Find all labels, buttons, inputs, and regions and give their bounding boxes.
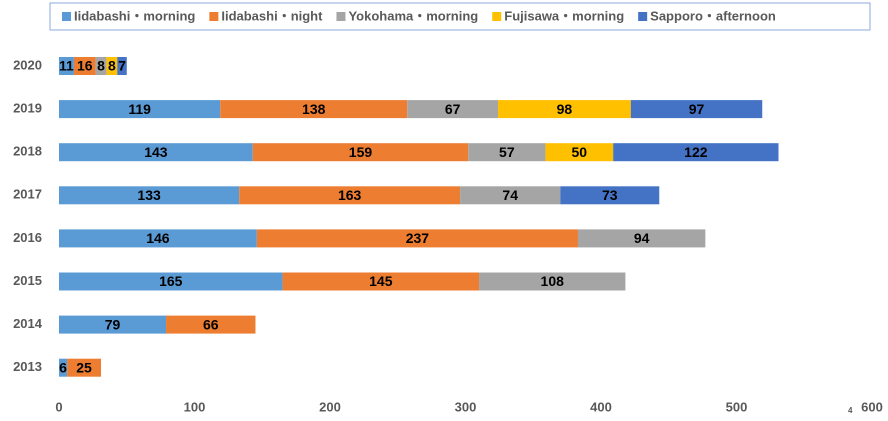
bar-segment [59, 100, 221, 119]
data-label: 97 [689, 101, 705, 117]
bar-segment [256, 229, 578, 248]
bar-segment [73, 57, 96, 75]
data-label: 122 [684, 144, 708, 160]
legend-label: Iidabashi・morning [74, 8, 195, 23]
bar-segment [106, 57, 118, 75]
bar-segment [59, 186, 240, 205]
data-label: 6 [59, 359, 67, 375]
y-tick-label: 2020 [13, 57, 42, 72]
bar-segment [282, 272, 480, 291]
data-label: 67 [445, 101, 461, 117]
x-tick-label: 400 [590, 399, 612, 414]
bar-segment [59, 229, 257, 248]
legend-label: Iidabashi・night [221, 8, 323, 23]
bar-segment [577, 229, 706, 248]
bar-segment [59, 57, 74, 75]
bar-segment [95, 57, 107, 75]
legend-swatch [209, 12, 219, 21]
data-label: 159 [349, 144, 373, 160]
data-label: 145 [369, 273, 393, 289]
bar-segment [59, 272, 283, 291]
data-label: 163 [338, 187, 362, 203]
data-label: 8 [108, 58, 116, 74]
data-label: 73 [602, 187, 618, 203]
data-label: 138 [302, 101, 326, 117]
x-tick-label: 0 [55, 399, 62, 414]
y-tick-label: 2017 [13, 187, 42, 202]
data-label: 143 [144, 144, 168, 160]
legend-box [49, 2, 871, 31]
x-tick-label: 300 [455, 399, 477, 414]
bar-segment [630, 100, 763, 119]
data-label: 8 [97, 58, 105, 74]
y-tick-label: 2013 [13, 359, 42, 374]
data-label: 74 [502, 187, 518, 203]
bar-segment [407, 100, 499, 119]
bar-segment [498, 100, 631, 119]
bar-segment [220, 100, 408, 119]
legend-label: Fujisawa・morning [504, 8, 624, 23]
legend-swatch [638, 12, 648, 21]
y-tick-label: 2016 [13, 230, 42, 245]
x-tick-label: 600 [861, 399, 883, 414]
bar-segment [67, 358, 102, 377]
legend-swatch [492, 12, 502, 21]
legend-label: Yokohama・morning [348, 8, 478, 23]
data-label: 25 [76, 359, 92, 375]
x-tick-label: 100 [184, 399, 206, 414]
annotation: 4 [848, 406, 853, 415]
bar-segment [239, 186, 461, 205]
data-label: 133 [137, 187, 161, 203]
bar-segment [59, 358, 68, 377]
y-tick-label: 2014 [13, 316, 43, 331]
bar-segment [545, 143, 614, 162]
legend-swatch [336, 12, 346, 21]
data-label: 98 [557, 101, 573, 117]
data-label: 57 [499, 144, 515, 160]
y-tick-label: 2019 [13, 101, 42, 116]
data-label: 50 [572, 144, 588, 160]
x-tick-label: 200 [319, 399, 341, 414]
data-label: 79 [105, 316, 121, 332]
legend-swatch [62, 12, 71, 21]
data-label: 119 [128, 101, 151, 117]
y-tick-label: 2018 [13, 144, 42, 159]
legend-label: Sapporo・afternoon [650, 8, 776, 23]
data-label: 16 [77, 58, 93, 74]
bar-segment [460, 186, 561, 205]
bar-segment [166, 315, 256, 334]
bar-segment [560, 186, 660, 205]
data-label: 165 [159, 273, 183, 289]
bar-segment [468, 143, 546, 162]
data-label: 108 [541, 273, 565, 289]
bar-segment [117, 57, 127, 75]
bar-segment [252, 143, 469, 162]
data-label: 146 [146, 230, 170, 246]
x-tick-label: 500 [726, 399, 748, 414]
bar-segment [479, 272, 626, 291]
data-label: 94 [634, 230, 650, 246]
bar-segment [613, 143, 779, 162]
y-tick-label: 2015 [13, 273, 42, 288]
bar-segment [59, 143, 253, 162]
data-label: 7 [118, 58, 126, 74]
data-label: 237 [406, 230, 430, 246]
bar-segment [59, 315, 167, 334]
data-label: 66 [203, 316, 219, 332]
data-label: 11 [59, 58, 74, 74]
